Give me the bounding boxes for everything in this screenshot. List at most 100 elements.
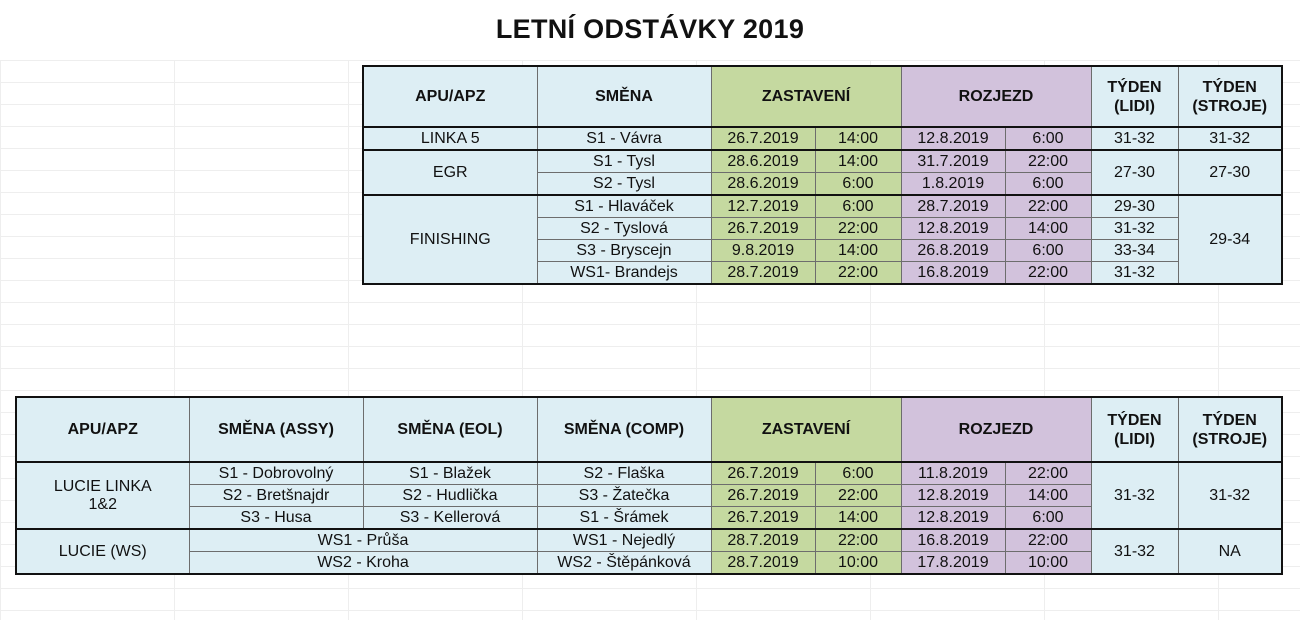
tyden-stroje-cell: 31-32 — [1177, 461, 1283, 530]
smena-cell: S2 - Tyslová — [536, 217, 712, 240]
rozjezd-time: 10:00 — [1004, 551, 1092, 575]
zastaveni-time: 22:00 — [814, 217, 902, 240]
apu-cell: LUCIE (WS) — [15, 528, 190, 575]
rozjezd-date: 12.8.2019 — [900, 484, 1006, 507]
table-row: LUCIE (WS) WS1 - Průša WS1 - Nejedlý 28.… — [15, 528, 1283, 575]
rozjezd-time: 22:00 — [1004, 528, 1092, 552]
zastaveni-time: 22:00 — [814, 484, 902, 507]
apu-cell: LUCIE LINKA 1&2 — [15, 461, 190, 530]
header-smena-assy: SMĚNA (ASSY) — [188, 396, 364, 463]
table-row: WS1- Brandejs 28.7.2019 22:00 16.8.2019 … — [363, 261, 1282, 285]
zastaveni-date: 26.7.2019 — [710, 506, 816, 530]
tyden-lidi-cell: 29-30 — [1090, 194, 1179, 218]
tyden-lidi-cell: 31-32 — [1090, 461, 1179, 530]
smena-cell: S2 - Tysl — [536, 172, 712, 196]
tyden-lidi-cell: 31-32 — [1090, 528, 1179, 575]
tyden-stroje-cell: 27-30 — [1177, 149, 1283, 196]
table-row: WS2 - Kroha WS2 - Štěpánková 28.7.2019 1… — [16, 551, 1282, 575]
header-zastaveni: ZASTAVENÍ — [710, 65, 902, 128]
table-row: FINISHING S1 - Hlaváček 12.7.2019 6:00 2… — [362, 194, 1283, 285]
tyden-lidi-cell: 33-34 — [1090, 239, 1179, 262]
smena-eol-cell: S3 - Kellerová — [362, 506, 538, 530]
smena-eol-cell: S2 - Hudlička — [362, 484, 538, 507]
zastaveni-time: 14:00 — [814, 126, 902, 151]
header-tyden-stroje: TÝDEN (STROJE) — [1177, 65, 1283, 128]
header-tyden-stroje: TÝDEN (STROJE) — [1177, 396, 1283, 463]
rozjezd-date: 31.7.2019 — [900, 149, 1006, 173]
zastaveni-time: 14:00 — [814, 506, 902, 530]
page-title: LETNÍ ODSTÁVKY 2019 — [495, 14, 805, 44]
zastaveni-time: 10:00 — [814, 551, 902, 575]
zastaveni-date: 26.7.2019 — [710, 484, 816, 507]
table-row: LINKA 5 S1 - Vávra 26.7.2019 14:00 12.8.… — [362, 126, 1283, 151]
header-smena: SMĚNA — [536, 65, 712, 128]
smena-assy-eol-cell: WS2 - Kroha — [188, 551, 538, 575]
table-row: LUCIE LINKA 1&2 S1 - Dobrovolný S1 - Bla… — [15, 461, 1283, 530]
rozjezd-time: 6:00 — [1004, 239, 1092, 262]
tyden-stroje-cell: NA — [1177, 528, 1283, 575]
rozjezd-time: 6:00 — [1004, 506, 1092, 530]
rozjezd-date: 12.8.2019 — [900, 217, 1006, 240]
header-tyden-lidi: TÝDEN (LIDI) — [1090, 65, 1179, 128]
zastaveni-time: 6:00 — [814, 172, 902, 196]
zastaveni-date: 26.7.2019 — [710, 217, 816, 240]
smena-assy-cell: S2 - Bretšnajdr — [188, 484, 364, 507]
zastaveni-time: 14:00 — [814, 239, 902, 262]
zastaveni-time: 22:00 — [814, 261, 902, 285]
rozjezd-time: 14:00 — [1004, 484, 1092, 507]
smena-cell: S1 - Hlaváček — [536, 194, 712, 218]
rozjezd-date: 17.8.2019 — [900, 551, 1006, 575]
zastaveni-date: 26.7.2019 — [710, 126, 816, 151]
zastaveni-date: 28.7.2019 — [710, 528, 816, 552]
table-row: S3 - Bryscejn 9.8.2019 14:00 26.8.2019 6… — [363, 239, 1282, 262]
smena-cell: WS1- Brandejs — [536, 261, 712, 285]
smena-comp-cell: S3 - Žatečka — [536, 484, 712, 507]
rozjezd-date: 26.8.2019 — [900, 239, 1006, 262]
table-row: S2 - Tysl 28.6.2019 6:00 1.8.2019 6:00 — [363, 172, 1282, 196]
header-rozjezd: ROZJEZD — [900, 396, 1092, 463]
rozjezd-time: 22:00 — [1004, 149, 1092, 173]
zastaveni-date: 9.8.2019 — [710, 239, 816, 262]
smena-assy-eol-cell: WS1 - Průša — [188, 528, 538, 552]
header-apu: APU/APZ — [362, 65, 538, 128]
table-row: S3 - Husa S3 - Kellerová S1 - Šrámek 26.… — [16, 506, 1282, 530]
table-row: S2 - Tyslová 26.7.2019 22:00 12.8.2019 1… — [363, 217, 1282, 240]
smena-comp-cell: S1 - Šrámek — [536, 506, 712, 530]
header-zastaveni: ZASTAVENÍ — [710, 396, 902, 463]
shutdown-table-bottom: APU/APZ SMĚNA (ASSY) SMĚNA (EOL) SMĚNA (… — [15, 396, 1283, 575]
rozjezd-time: 22:00 — [1004, 461, 1092, 485]
zastaveni-date: 28.6.2019 — [710, 172, 816, 196]
smena-assy-cell: S1 - Dobrovolný — [188, 461, 364, 485]
rozjezd-time: 6:00 — [1004, 126, 1092, 151]
rozjezd-date: 28.7.2019 — [900, 194, 1006, 218]
rozjezd-date: 12.8.2019 — [900, 126, 1006, 151]
apu-cell: LINKA 5 — [362, 126, 538, 151]
header-apu: APU/APZ — [15, 396, 190, 463]
zastaveni-date: 26.7.2019 — [710, 461, 816, 485]
rozjezd-date: 12.8.2019 — [900, 506, 1006, 530]
tyden-stroje-cell: 29-34 — [1177, 194, 1283, 285]
rozjezd-time: 6:00 — [1004, 172, 1092, 196]
apu-cell: FINISHING — [362, 194, 538, 285]
header-smena-eol: SMĚNA (EOL) — [362, 396, 538, 463]
table-row: EGR S1 - Tysl 28.6.2019 14:00 31.7.2019 … — [362, 149, 1283, 196]
zastaveni-date: 28.7.2019 — [710, 261, 816, 285]
smena-cell: S1 - Tysl — [536, 149, 712, 173]
tyden-stroje-cell: 31-32 — [1177, 126, 1283, 151]
zastaveni-time: 6:00 — [814, 194, 902, 218]
shutdown-table-top: APU/APZ SMĚNA ZASTAVENÍ ROZJEZD TÝDEN (L… — [362, 65, 1283, 285]
tyden-lidi-cell: 31-32 — [1090, 126, 1179, 151]
rozjezd-date: 16.8.2019 — [900, 261, 1006, 285]
smena-assy-cell: S3 - Husa — [188, 506, 364, 530]
zastaveni-time: 14:00 — [814, 149, 902, 173]
zastaveni-time: 6:00 — [814, 461, 902, 485]
rozjezd-date: 16.8.2019 — [900, 528, 1006, 552]
header-rozjezd: ROZJEZD — [900, 65, 1092, 128]
zastaveni-date: 28.7.2019 — [710, 551, 816, 575]
tyden-lidi-cell: 27-30 — [1090, 149, 1179, 196]
rozjezd-time: 14:00 — [1004, 217, 1092, 240]
header-tyden-lidi: TÝDEN (LIDI) — [1090, 396, 1179, 463]
rozjezd-time: 22:00 — [1004, 261, 1092, 285]
rozjezd-date: 1.8.2019 — [900, 172, 1006, 196]
apu-cell: EGR — [362, 149, 538, 196]
